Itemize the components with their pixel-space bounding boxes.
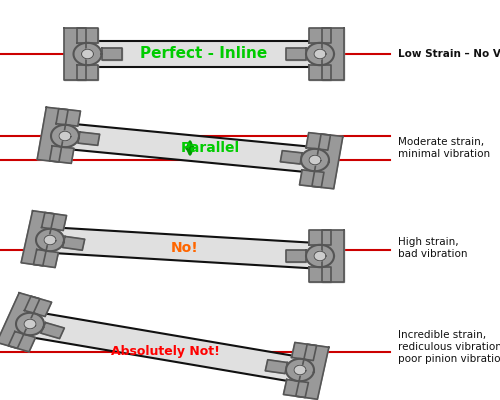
Polygon shape [306, 133, 330, 150]
Polygon shape [322, 28, 344, 80]
Text: Incredible strain,
rediculous vibration,
poor pinion vibration: Incredible strain, rediculous vibration,… [398, 330, 500, 364]
Polygon shape [266, 360, 287, 374]
Polygon shape [322, 230, 344, 282]
Text: Parallel: Parallel [180, 141, 240, 155]
Polygon shape [16, 313, 44, 335]
Polygon shape [306, 245, 334, 267]
Polygon shape [309, 155, 321, 165]
Text: Low Strain – No Vibration: Low Strain – No Vibration [398, 49, 500, 59]
Polygon shape [314, 251, 326, 261]
Polygon shape [21, 211, 54, 266]
Polygon shape [24, 319, 36, 329]
Polygon shape [50, 146, 74, 163]
Polygon shape [306, 43, 334, 65]
Polygon shape [296, 344, 329, 399]
Polygon shape [49, 227, 321, 269]
Polygon shape [8, 332, 36, 352]
Polygon shape [36, 229, 64, 251]
Polygon shape [64, 28, 86, 80]
Polygon shape [102, 48, 121, 60]
Text: High strain,
bad vibration: High strain, bad vibration [398, 237, 467, 259]
Polygon shape [26, 312, 303, 382]
Polygon shape [44, 235, 56, 245]
Polygon shape [74, 43, 102, 65]
Polygon shape [24, 296, 52, 316]
Polygon shape [76, 28, 98, 43]
Polygon shape [37, 107, 68, 162]
Polygon shape [56, 109, 80, 126]
Polygon shape [51, 125, 79, 147]
Polygon shape [312, 134, 343, 189]
Polygon shape [59, 131, 71, 141]
Polygon shape [280, 151, 302, 164]
Polygon shape [82, 49, 94, 59]
Polygon shape [286, 359, 314, 381]
Text: Perfect - Inline: Perfect - Inline [140, 46, 268, 62]
Text: Absolutely Not!: Absolutely Not! [110, 344, 220, 358]
Polygon shape [286, 48, 306, 60]
Polygon shape [314, 49, 326, 59]
Polygon shape [76, 65, 98, 80]
Polygon shape [41, 322, 64, 338]
Polygon shape [284, 380, 308, 398]
Polygon shape [0, 293, 40, 348]
Polygon shape [62, 236, 84, 250]
Polygon shape [301, 149, 329, 171]
Polygon shape [63, 123, 317, 173]
Polygon shape [309, 28, 331, 43]
Polygon shape [300, 170, 324, 187]
Text: Moderate strain,
minimal vibration: Moderate strain, minimal vibration [398, 137, 490, 159]
Polygon shape [292, 342, 316, 360]
Polygon shape [34, 250, 58, 268]
Polygon shape [286, 250, 306, 262]
Polygon shape [88, 41, 320, 67]
Polygon shape [309, 230, 331, 245]
Polygon shape [294, 365, 306, 375]
Text: No!: No! [171, 241, 199, 255]
Polygon shape [42, 212, 66, 230]
Polygon shape [309, 65, 331, 80]
Polygon shape [309, 267, 331, 282]
Polygon shape [78, 132, 100, 145]
